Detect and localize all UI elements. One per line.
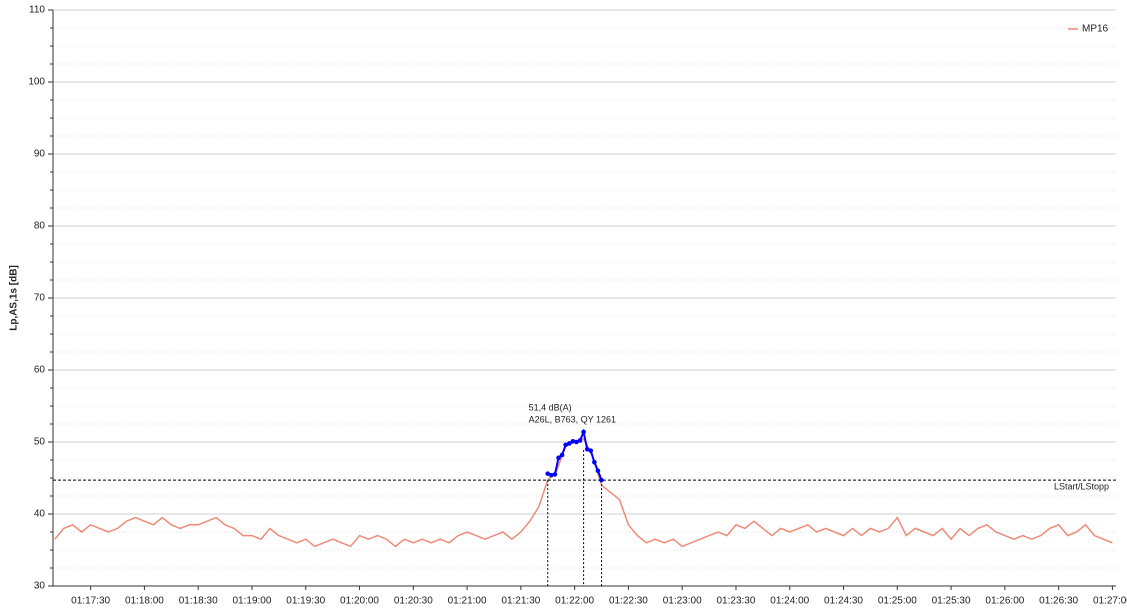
x-tick-label: 01:23:30 xyxy=(717,596,756,607)
x-tick-label: 01:26:30 xyxy=(1039,596,1078,607)
highlight-point xyxy=(588,448,594,453)
y-tick-label: 90 xyxy=(34,149,46,160)
y-tick-label: 40 xyxy=(34,509,46,520)
threshold-label: LStart/LStopp xyxy=(1054,482,1109,492)
highlight-point xyxy=(566,441,572,446)
highlight-point xyxy=(574,439,579,445)
highlight-point xyxy=(549,472,554,478)
annotation: A26L, B763, QY 1261 xyxy=(529,414,616,424)
legend-label: MP16 xyxy=(1082,24,1109,35)
x-tick-label: 01:26:00 xyxy=(985,596,1024,607)
y-tick-label: 30 xyxy=(34,581,46,592)
x-tick-label: 01:27:00 xyxy=(1093,596,1127,607)
y-tick-label: 100 xyxy=(28,77,45,88)
highlight-point xyxy=(559,452,565,458)
y-tick-label: 60 xyxy=(34,365,46,376)
x-tick-label: 01:19:30 xyxy=(286,596,325,607)
highlight-point xyxy=(552,472,558,477)
highlight-point xyxy=(563,442,568,448)
highlight-point xyxy=(545,471,551,476)
x-tick-label: 01:24:00 xyxy=(770,596,809,607)
x-tick-label: 01:21:00 xyxy=(448,596,487,607)
series-line xyxy=(54,437,1113,548)
y-axis-label: Lp,AS,1s [dB] xyxy=(9,265,20,331)
x-tick-label: 01:20:00 xyxy=(340,596,379,607)
y-tick-label: 50 xyxy=(34,437,46,448)
x-tick-label: 01:19:00 xyxy=(233,596,272,607)
highlight-point xyxy=(599,477,604,483)
highlight-point xyxy=(577,438,583,443)
highlight-point xyxy=(592,459,597,465)
highlight-point xyxy=(570,438,576,444)
y-tick-label: 110 xyxy=(29,5,45,16)
x-tick-label: 01:25:30 xyxy=(932,596,971,607)
highlight-point xyxy=(556,455,561,461)
x-tick-label: 01:18:30 xyxy=(179,596,218,607)
x-tick-label: 01:23:00 xyxy=(663,596,702,607)
x-tick-label: 01:22:00 xyxy=(555,596,594,607)
x-tick-label: 01:18:00 xyxy=(125,596,164,607)
x-tick-label: 01:17:30 xyxy=(71,596,110,607)
x-tick-label: 01:22:30 xyxy=(609,596,648,607)
highlight-point xyxy=(584,446,590,452)
x-tick-label: 01:24:30 xyxy=(824,596,863,607)
y-tick-label: 70 xyxy=(34,293,46,304)
y-tick-label: 80 xyxy=(34,221,46,232)
x-tick-label: 01:25:00 xyxy=(878,596,917,607)
highlight-point xyxy=(595,468,601,474)
highlight-point xyxy=(581,429,586,435)
x-tick-label: 01:20:30 xyxy=(394,596,433,607)
annotation: 51,4 dB(A) xyxy=(529,402,572,412)
x-tick-label: 01:21:30 xyxy=(501,596,540,607)
